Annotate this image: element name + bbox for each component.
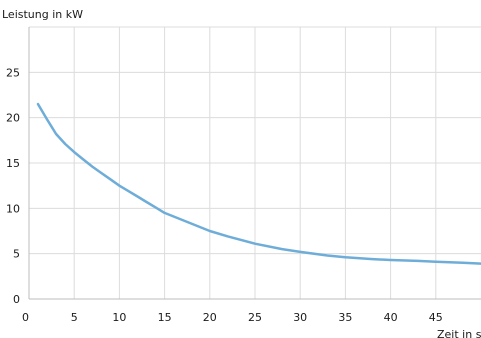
x-tick-label: 30	[293, 311, 307, 324]
y-axis-label: Leistung in kW	[2, 8, 83, 21]
x-tick-label: 35	[338, 311, 352, 324]
y-tick-label: 5	[13, 248, 20, 261]
x-tick-label: 25	[248, 311, 262, 324]
y-tick-label: 0	[13, 293, 20, 306]
y-tick-label: 20	[6, 112, 20, 125]
chart-frame	[28, 27, 481, 300]
grid	[29, 26, 481, 299]
y-tick-label: 15	[6, 157, 20, 170]
x-tick-label: 45	[429, 311, 443, 324]
x-tick-label: 40	[384, 311, 398, 324]
y-tick-label: 10	[6, 202, 20, 215]
x-tick-label: 15	[158, 311, 172, 324]
x-tick-label: 20	[203, 311, 217, 324]
x-tick-label: 10	[112, 311, 126, 324]
tick-labels: 0 5 10 15 20 25 0 5 10 15 20 25 30 35 40 45	[6, 66, 443, 324]
x-tick-label: 5	[71, 311, 78, 324]
x-tick-label: 0	[22, 311, 29, 324]
series-line	[36, 102, 481, 265]
y-tick-label: 25	[6, 66, 20, 79]
x-axis-label: Zeit in s	[437, 328, 481, 338]
series	[36, 102, 481, 265]
